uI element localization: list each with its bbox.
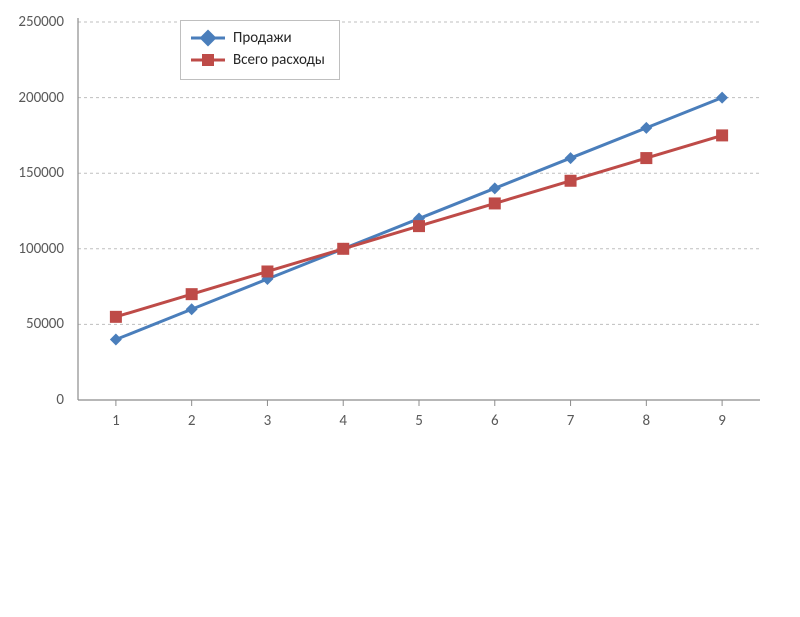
x-axis-label: 3 bbox=[252, 412, 282, 430]
x-axis-label: 8 bbox=[631, 412, 661, 430]
y-axis-label: 150000 bbox=[0, 164, 64, 182]
legend-swatch-sales bbox=[191, 31, 225, 45]
reflection: 050000100000150000200000250000123456789 bbox=[0, 460, 800, 617]
chart-container: Продажи Всего расходы 0 50000 100000 150000… bbox=[0, 0, 800, 460]
legend-swatch-expenses bbox=[191, 53, 225, 67]
x-axis-label: 9 bbox=[707, 412, 737, 430]
legend-item-expenses: Всего расходы bbox=[191, 49, 325, 71]
y-axis-label: 250000 bbox=[0, 13, 64, 31]
legend-label-sales: Продажи bbox=[233, 29, 292, 47]
y-axis-label: 200000 bbox=[0, 89, 64, 107]
legend-item-sales: Продажи bbox=[191, 27, 325, 49]
y-axis-label: 100000 bbox=[0, 240, 64, 258]
x-axis-label: 7 bbox=[556, 412, 586, 430]
y-axis-label: 0 bbox=[0, 391, 64, 409]
y-axis-label: 50000 bbox=[0, 315, 64, 333]
x-axis-label: 2 bbox=[177, 412, 207, 430]
x-axis-label: 5 bbox=[404, 412, 434, 430]
chart-svg bbox=[0, 0, 800, 460]
x-axis-label: 1 bbox=[101, 412, 131, 430]
legend-label-expenses: Всего расходы bbox=[233, 51, 325, 69]
x-axis-label: 6 bbox=[480, 412, 510, 430]
x-axis-label: 4 bbox=[328, 412, 358, 430]
legend: Продажи Всего расходы bbox=[180, 20, 340, 80]
